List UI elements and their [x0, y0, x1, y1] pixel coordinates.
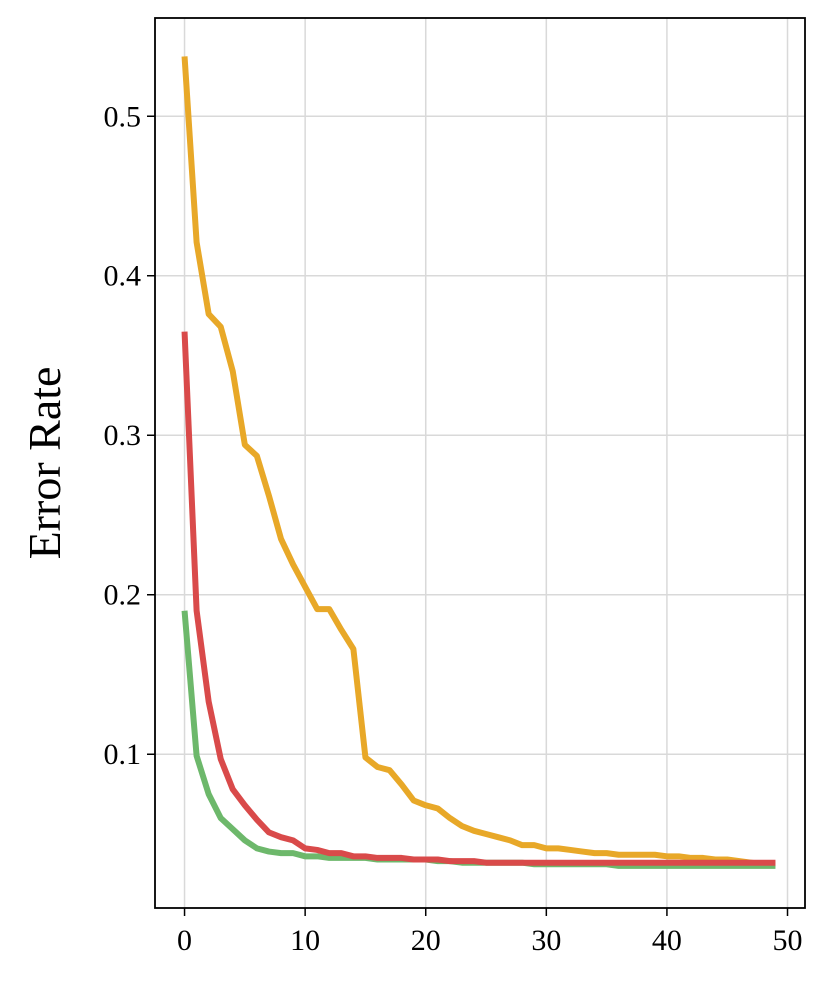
- x-tick-label: 0: [177, 924, 192, 957]
- y-axis-label: Error Rate: [19, 367, 70, 560]
- x-tick-label: 40: [652, 924, 682, 957]
- y-tick-label: 0.2: [104, 579, 142, 612]
- x-tick-label: 20: [411, 924, 441, 957]
- y-tick-label: 0.5: [104, 100, 142, 133]
- x-tick-label: 10: [290, 924, 320, 957]
- y-tick-label: 0.3: [104, 419, 142, 452]
- x-tick-label: 50: [773, 924, 803, 957]
- x-tick-label: 30: [531, 924, 561, 957]
- line-series: [181, 56, 776, 868]
- plot-frame: [154, 17, 806, 909]
- line-series: [181, 331, 776, 866]
- y-tick-label: 0.4: [104, 260, 142, 293]
- line-series: [181, 610, 776, 869]
- y-tick-label: 0.1: [104, 738, 142, 771]
